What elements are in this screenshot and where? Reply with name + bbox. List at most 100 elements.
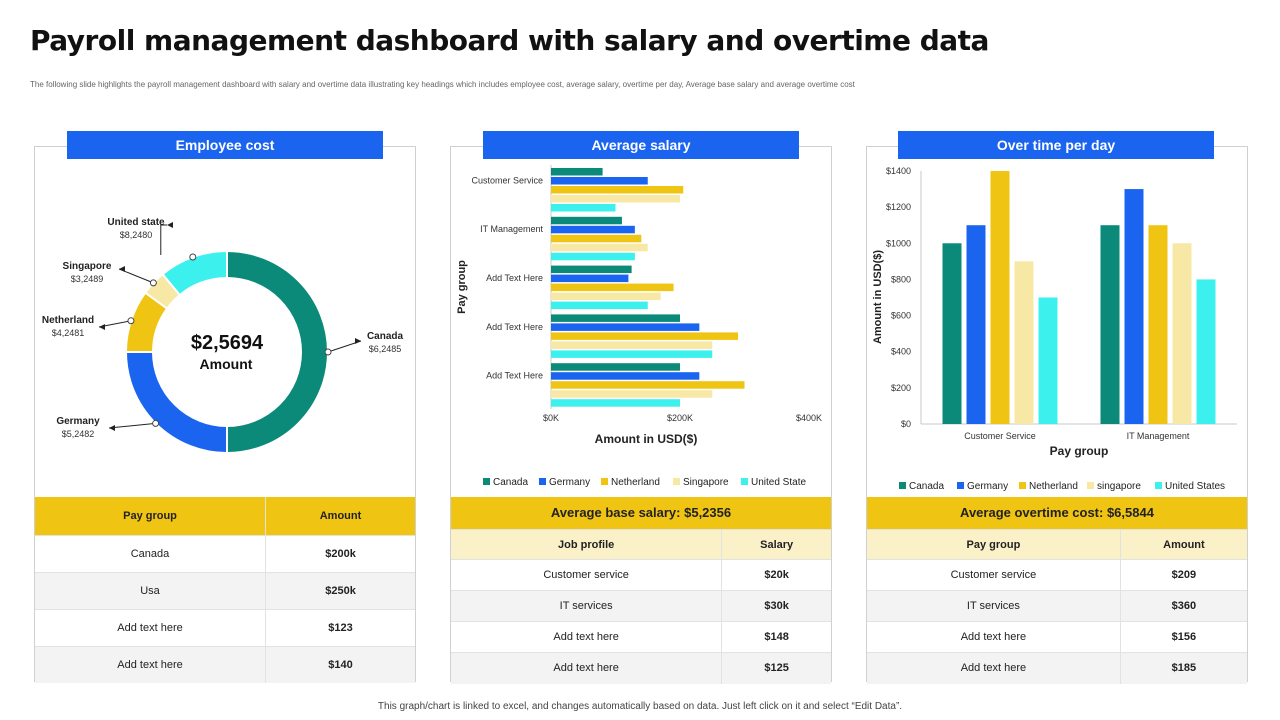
table-row: Add text here $148	[451, 621, 831, 653]
legend-label-netherland: Netherland	[611, 477, 660, 488]
bar-canada-3	[551, 265, 632, 274]
bar-united-state-4	[551, 350, 713, 358]
callout-arrow-singapore	[119, 266, 125, 272]
x-tick-label: $200K	[667, 413, 693, 423]
x-tick-label: $0K	[543, 413, 559, 423]
table-cell: IT services	[867, 590, 1121, 622]
bar-netherland-4	[551, 332, 739, 340]
average-salary-header: Average salary	[483, 131, 799, 159]
table-cell: Add text here	[451, 621, 722, 653]
column-header: Pay group	[867, 529, 1121, 560]
bar-singapore-it-management	[1172, 243, 1192, 424]
page-subtitle: The following slide highlights the payro…	[30, 80, 855, 89]
bar-united-state-2	[551, 252, 635, 261]
donut-value-united-state: $8,2480	[120, 230, 153, 240]
y-tick-label: $1200	[886, 202, 911, 212]
legend-label-united-states: United States	[1165, 481, 1225, 492]
bar-united-state-1	[551, 204, 616, 212]
table-cell: $125	[721, 652, 831, 684]
table-row: Usa $250k	[35, 571, 415, 609]
overtime-panel: $0 $200 $400 $600 $800 $1000 $1200 $1400 Custome…	[866, 146, 1249, 684]
average-salary-table: Job profile Salary Customer service $20k I…	[451, 529, 831, 684]
table-cell: Canada	[35, 534, 266, 572]
column-header: Job profile	[451, 529, 722, 560]
bar-canada-customer-service	[942, 243, 962, 424]
table-row: Customer service $20k	[451, 559, 831, 591]
donut-slice-united-state	[161, 249, 228, 297]
donut-value-singapore: $3,2489	[71, 274, 104, 284]
legend-swatch-netherland	[601, 478, 608, 485]
average-base-salary-band: Average base salary: $5,2356	[451, 497, 831, 529]
callout-arrow-germany	[109, 425, 115, 431]
legend-label-united-state: United State	[751, 477, 806, 488]
table-cell: $250k	[265, 571, 415, 609]
table-cell: $123	[265, 608, 415, 646]
legend-swatch-canada	[899, 482, 906, 489]
callout-dot-netherland	[127, 317, 135, 325]
callout-arrow-netherland	[99, 324, 105, 330]
overtime-bar-chart[interactable]: $0 $200 $400 $600 $800 $1000 $1200 $1400 Custome…	[867, 147, 1249, 497]
table-cell: Add text here	[35, 645, 266, 683]
legend-label-canada: Canada	[909, 481, 944, 492]
legend-label-germany: Germany	[967, 481, 1008, 492]
donut-value-germany: $5,2482	[62, 429, 95, 439]
bar-germany-customer-service	[966, 225, 986, 424]
donut-label-singapore: Singapore	[63, 261, 112, 272]
table-cell: IT services	[451, 590, 722, 622]
average-salary-panel: Customer Service IT Management Add Text He…	[450, 146, 833, 684]
bar-united-state-3	[551, 301, 648, 310]
donut-label-netherland: Netherland	[42, 315, 94, 326]
employee-cost-panel: Canada $6,2485 Germany $5,2482 Netherland $4,…	[34, 146, 417, 683]
donut-center-label: Amount	[200, 356, 253, 372]
bar-germany-it-management	[1124, 189, 1144, 424]
footer-note: This graph/chart is linked to excel, and…	[377, 701, 903, 712]
table-cell: $200k	[265, 534, 415, 572]
legend-swatch-canada	[483, 478, 490, 485]
x-tick-label: Customer Service	[964, 431, 1036, 441]
legend-swatch-netherland	[1019, 482, 1026, 489]
bar-netherland-customer-service	[990, 171, 1010, 424]
x-axis-title: Amount in USD($)	[595, 432, 698, 446]
table-row: IT services $360	[867, 590, 1247, 622]
employee-cost-donut-chart[interactable]: Canada $6,2485 Germany $5,2482 Netherland $4,…	[35, 147, 417, 497]
table-row: Customer service $209	[867, 559, 1247, 591]
table-cell: $20k	[721, 559, 831, 591]
bar-singapore-customer-service	[1014, 261, 1034, 424]
overtime-table: Pay group Amount Customer service $209 IT …	[867, 529, 1247, 684]
bar-united-state-5	[551, 399, 680, 407]
bar-germany-1	[551, 177, 648, 185]
table-cell: Add text here	[867, 652, 1121, 684]
employee-cost-table: Pay group Amount Canada $200k Usa $250k Add…	[35, 497, 415, 683]
table-row: IT services $30k	[451, 590, 831, 622]
y-tick-label: $200	[891, 383, 911, 393]
table-cell: Usa	[35, 571, 266, 609]
table-cell: Add text here	[451, 652, 722, 684]
y-tick-label: IT Management	[480, 224, 543, 234]
legend-label-netherland: Netherland	[1029, 481, 1078, 492]
bar-canada-4	[551, 314, 680, 322]
donut-label-united-state: United state	[107, 217, 165, 228]
bar-netherland-3	[551, 283, 674, 292]
x-axis-title: Pay group	[1050, 444, 1109, 458]
bar-germany-3	[551, 274, 629, 283]
bar-netherland-2	[551, 234, 642, 243]
callout-arrow-canada	[355, 338, 361, 344]
bar-canada-1	[551, 168, 603, 176]
bar-germany-2	[551, 225, 635, 234]
table-cell: $148	[721, 621, 831, 653]
table-cell: $209	[1119, 559, 1247, 591]
y-tick-label: Add Text Here	[486, 371, 543, 381]
bar-germany-4	[551, 323, 700, 331]
page-title: Payroll management dashboard with salary…	[30, 24, 989, 57]
column-header: Amount	[1119, 529, 1247, 560]
donut-value-canada: $6,2485	[369, 344, 402, 354]
callout-line-united-state	[160, 224, 167, 255]
bar-singapore-1	[551, 195, 680, 203]
bar-germany-5	[551, 372, 700, 380]
legend-swatch-germany	[957, 482, 964, 489]
table-cell: Add text here	[35, 608, 266, 646]
bar-singapore-3	[551, 292, 661, 301]
y-tick-label: $400	[891, 347, 911, 357]
legend-label-canada: Canada	[493, 477, 528, 488]
average-salary-bar-chart[interactable]: Customer Service IT Management Add Text He…	[451, 147, 833, 497]
